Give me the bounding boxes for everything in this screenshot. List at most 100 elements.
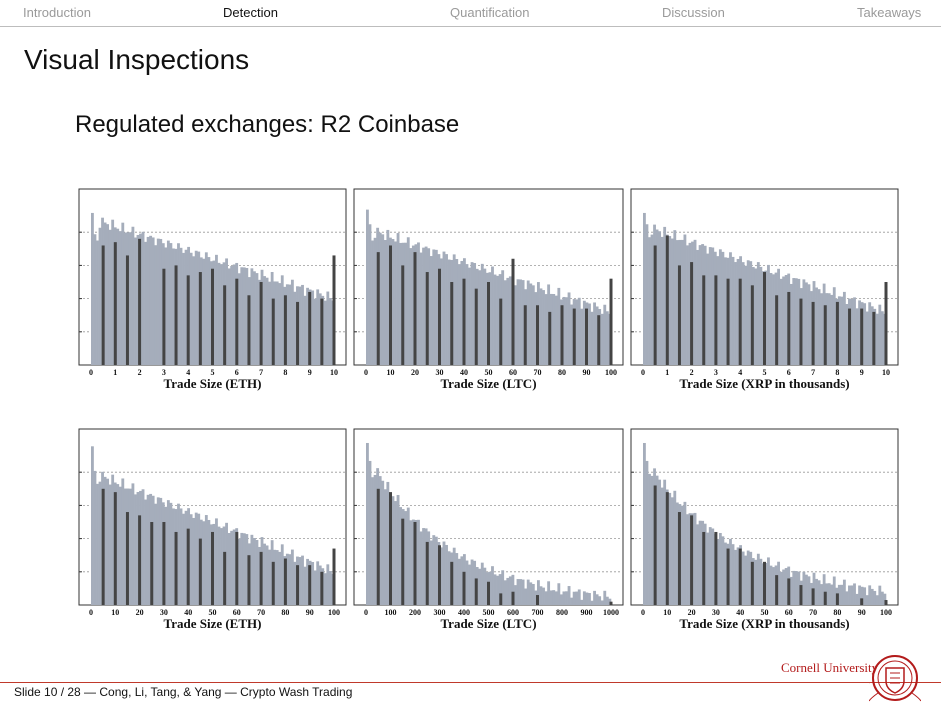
histogram-bar [429, 540, 433, 605]
histogram-bar [696, 249, 699, 365]
histogram-bar [144, 241, 147, 365]
histogram-bar [473, 263, 477, 365]
nav-discussion[interactable]: Discussion [662, 5, 725, 20]
histogram-bar [182, 513, 185, 605]
histogram-bar [777, 268, 780, 365]
histogram-bar [258, 546, 261, 605]
round-number-bar [198, 538, 202, 605]
histogram-bar [141, 489, 145, 605]
histogram-bar [121, 478, 125, 605]
x-tick-label: 40 [736, 608, 744, 617]
histogram-bar [468, 267, 471, 365]
x-tick-label: 600 [507, 608, 519, 617]
histogram-bar [483, 268, 487, 365]
round-number-bar [835, 301, 839, 365]
histogram-bar [660, 236, 664, 365]
histogram-bar [136, 234, 140, 365]
x-tick-label: 7 [259, 368, 263, 377]
histogram-bar [706, 532, 710, 605]
round-number-bar [799, 585, 803, 605]
histogram-bar [531, 583, 535, 605]
round-number-bar [799, 298, 803, 365]
histogram-bar [865, 311, 869, 365]
round-number-bar [653, 245, 657, 365]
histogram-bar [577, 589, 581, 605]
histogram-bar [794, 571, 798, 605]
histogram-bar [729, 252, 732, 365]
histogram-bar [242, 267, 246, 365]
histogram-bar [391, 496, 395, 605]
x-axis-label: Trade Size (XRP in thousands) [679, 616, 849, 631]
round-number-bar [211, 531, 214, 605]
histogram-bar [255, 273, 259, 365]
histogram-bar [460, 556, 464, 605]
nav-introduction[interactable]: Introduction [23, 5, 91, 20]
histogram-bar [118, 231, 122, 365]
histogram-bar [457, 264, 461, 365]
histogram-bar [686, 514, 689, 605]
histogram-bar [366, 209, 369, 365]
histogram-bar [716, 538, 720, 605]
histogram-bar [772, 274, 775, 365]
histogram-bar [179, 247, 183, 365]
histogram-bar [514, 285, 517, 365]
x-tick-label: 30 [160, 608, 168, 617]
histogram-bar [782, 276, 786, 365]
round-number-bar [609, 601, 613, 605]
histogram-bar [406, 507, 410, 605]
histogram-bar [554, 295, 558, 365]
histogram-bar [660, 487, 664, 605]
histogram-bar [293, 561, 297, 605]
histogram-bar [820, 293, 824, 365]
histogram-bar [396, 494, 400, 605]
x-tick-label: 10 [663, 608, 671, 617]
histogram-bar [789, 283, 793, 365]
round-number-bar [376, 252, 380, 365]
histogram-bar [519, 579, 522, 605]
histogram-bar [432, 535, 436, 605]
histogram-bar [250, 268, 254, 365]
histogram-bar [383, 489, 387, 605]
slide-subtitle: Regulated exchanges: R2 Coinbase [75, 111, 460, 138]
round-number-bar [499, 298, 503, 365]
histogram-bar [721, 536, 725, 605]
histogram-bar [493, 574, 497, 605]
histogram-bar [521, 280, 525, 365]
nav-quantification[interactable]: Quantification [450, 5, 530, 20]
round-number-bar [462, 571, 466, 605]
x-tick-label: 0 [641, 368, 645, 377]
round-number-bar [211, 268, 214, 365]
histogram-bar [698, 245, 702, 365]
histogram-bar [754, 559, 758, 605]
histogram-bar [131, 483, 135, 605]
x-tick-label: 3 [162, 368, 166, 377]
histogram-bar [227, 533, 231, 605]
histogram-bar [253, 271, 256, 365]
histogram-bar [169, 502, 173, 605]
histogram-bar [565, 591, 568, 605]
histogram-bar [792, 278, 796, 365]
nav-takeaways[interactable]: Takeaways [857, 5, 922, 20]
histogram-bar [840, 296, 844, 365]
histogram-bar [582, 591, 586, 605]
nav-detection[interactable]: Detection [223, 5, 278, 20]
histogram-bar [290, 279, 294, 365]
histogram-bar [815, 578, 818, 605]
histogram-bar [373, 474, 377, 605]
histogram-bar [204, 515, 208, 605]
histogram-bar [230, 530, 234, 605]
histogram-bar [288, 284, 292, 365]
histogram-bar [131, 226, 135, 365]
histogram-bar [242, 533, 246, 605]
histogram-bar [96, 240, 99, 365]
histogram-bar [159, 238, 163, 365]
round-number-bar [523, 305, 527, 365]
round-number-bar [860, 598, 864, 605]
round-number-bar [450, 282, 454, 365]
round-number-bar [665, 492, 669, 605]
x-tick-label: 0 [89, 368, 93, 377]
histogram-bar [686, 245, 689, 365]
histogram-bar [215, 518, 218, 605]
x-tick-label: 5 [763, 368, 767, 377]
histogram-bar [759, 558, 763, 605]
